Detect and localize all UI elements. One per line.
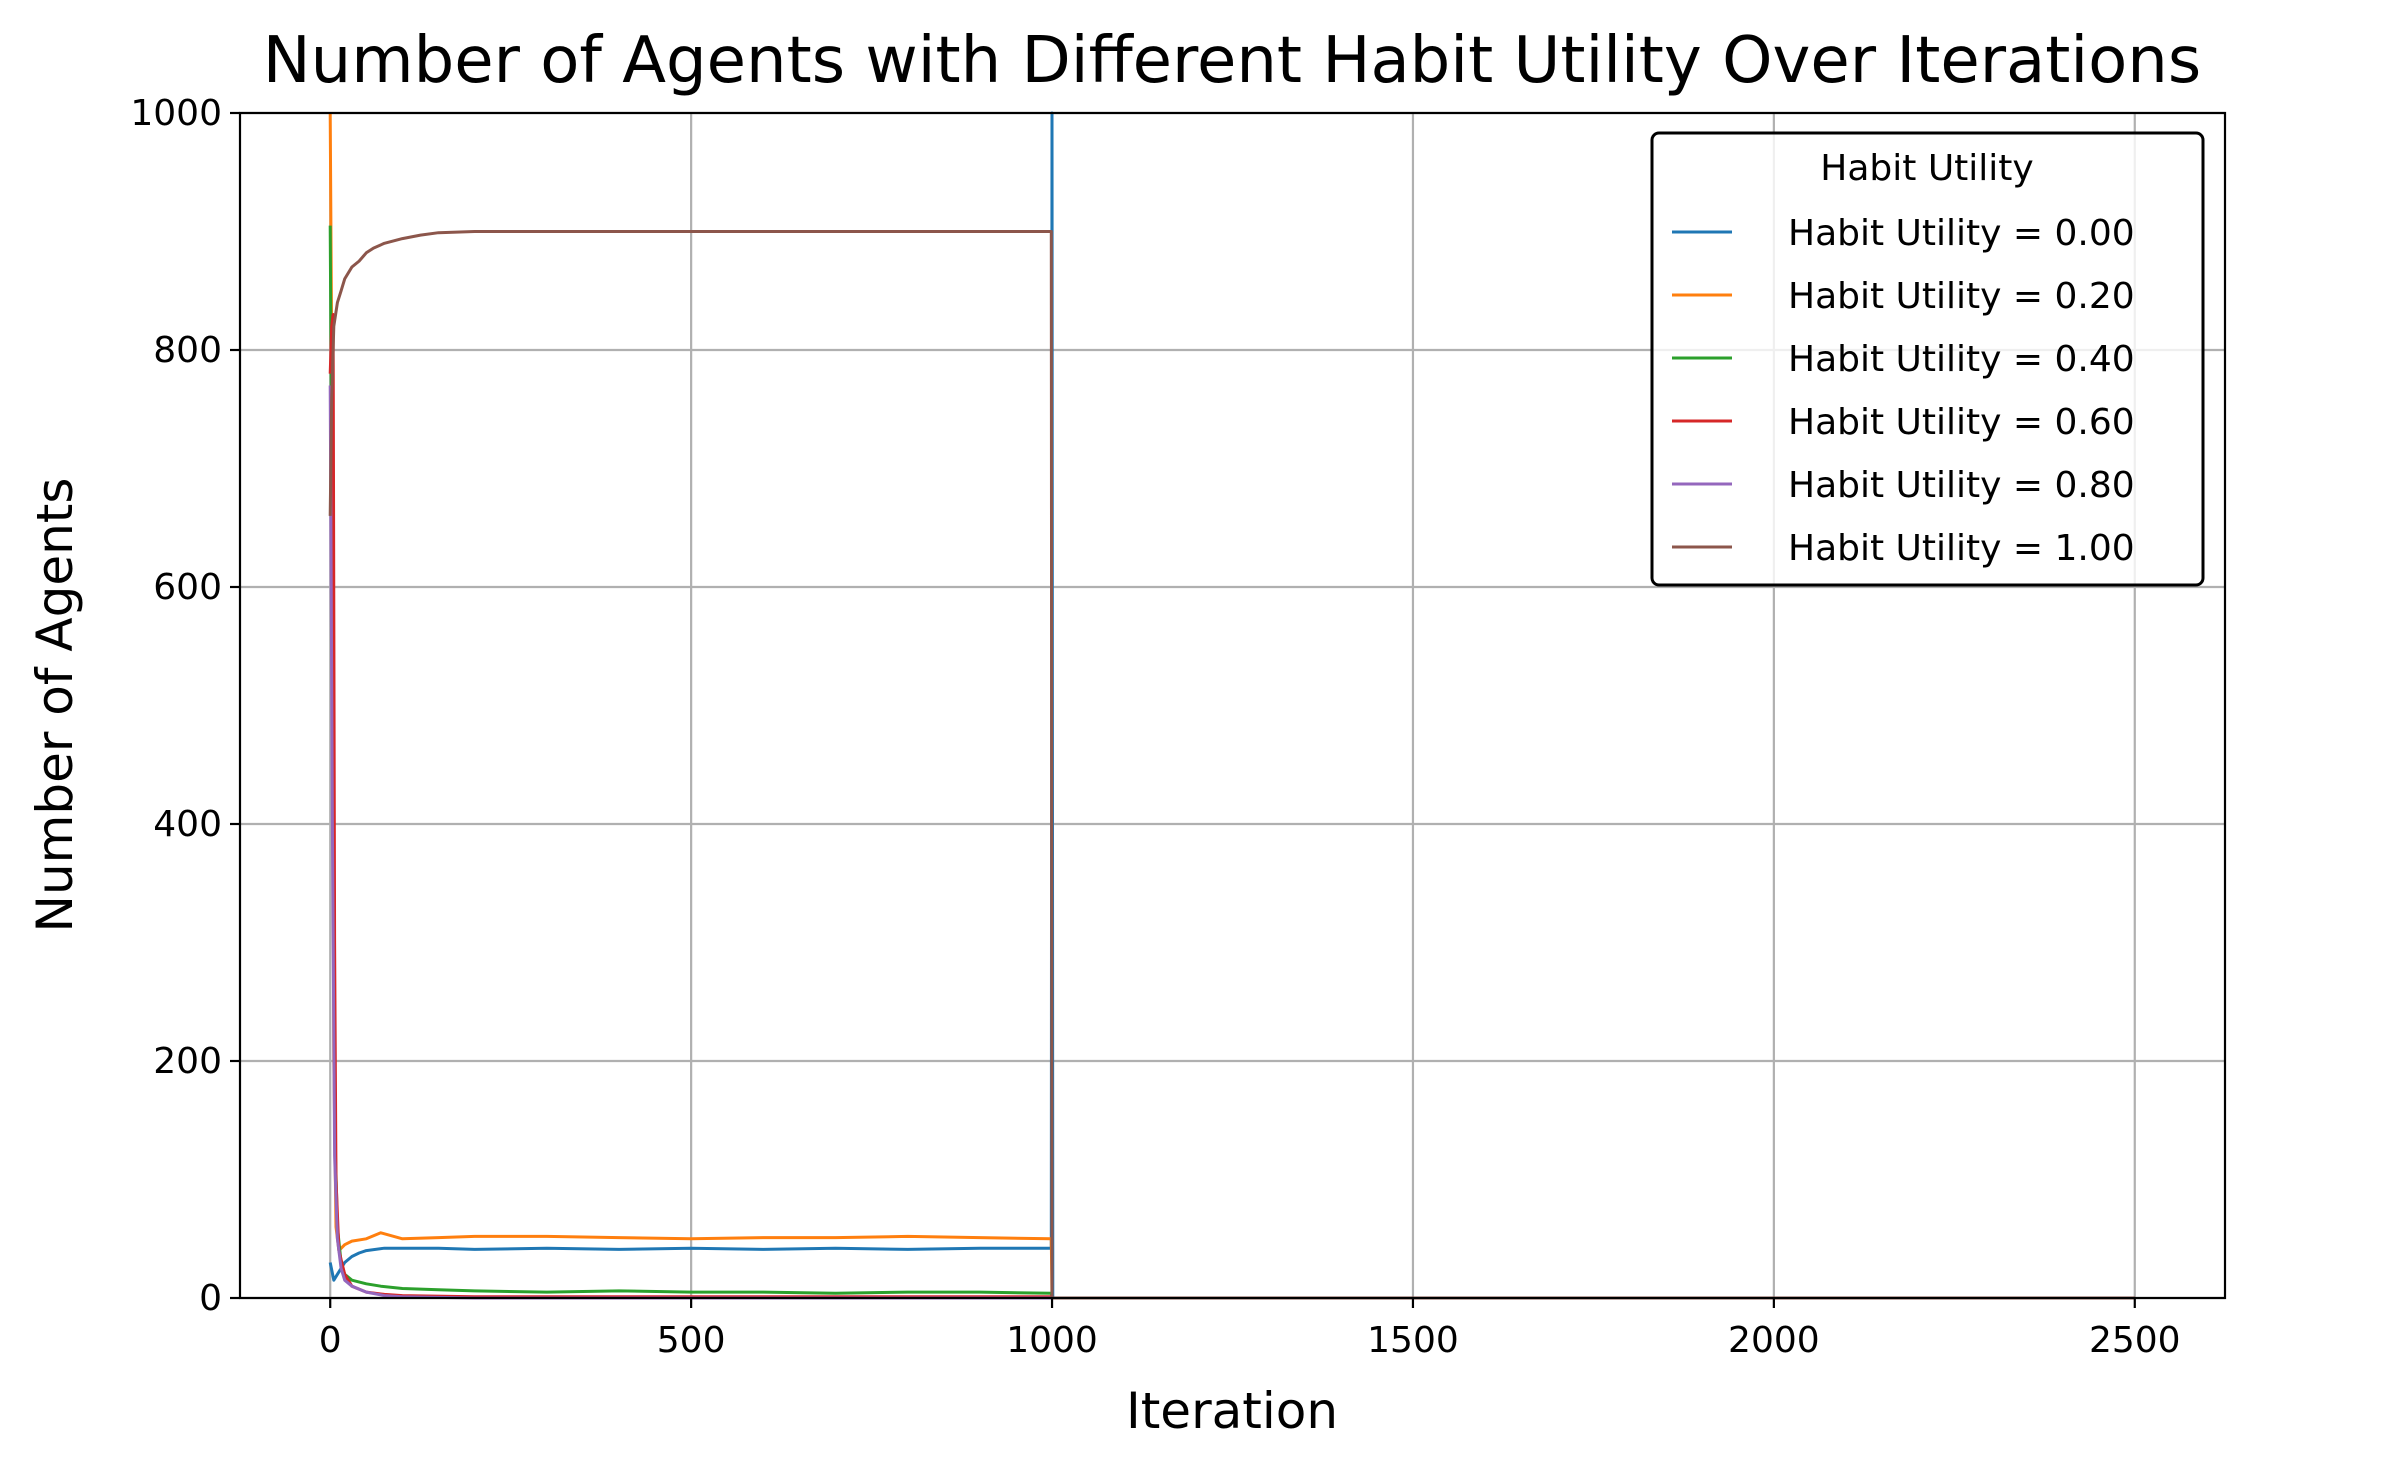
chart-title: Number of Agents with Different Habit Ut… [263,24,2201,98]
y-tick-label: 800 [153,330,222,371]
x-tick-label: 2500 [2089,1320,2181,1361]
x-tick-label: 500 [657,1320,726,1361]
x-tick-label: 0 [319,1320,342,1361]
legend-entries: Habit Utility = 0.00 Habit Utility = 0.20… [1672,213,2135,569]
legend: Habit Utility Habit Utility = 0.00Habit … [1650,131,2205,587]
legend-label-1: Habit Utility = 0.20 [1788,276,2135,317]
legend-label-2: Habit Utility = 0.40 [1788,339,2135,380]
legend-label-4: Habit Utility = 0.80 [1788,465,2135,506]
series-lines [328,111,2135,1300]
legend-label-3: Habit Utility = 0.60 [1788,402,2135,443]
series-line-5 [328,230,2135,1300]
series-line-0 [328,111,2135,1300]
y-tick-label: 1000 [130,93,222,134]
legend-title: Habit Utility [1820,148,2033,189]
x-tick-label: 1500 [1367,1320,1459,1361]
legend-label-5: Habit Utility = 1.00 [1788,528,2135,569]
y-tick-label: 200 [153,1041,222,1082]
plot-frame [238,111,2227,1300]
legend-label-0: Habit Utility = 0.00 [1788,213,2135,254]
axis-ticks: 0 500 1000 1500 2000 2500 0 200 400 600 800 1000 [130,93,2180,1361]
x-axis-label: Iteration [1126,1382,1338,1440]
y-tick-label: 0 [199,1278,222,1319]
y-axis-label: Number of Agents [26,478,84,933]
x-tick-label: 2000 [1728,1320,1820,1361]
legend-box [1650,131,2205,587]
y-tick-label: 600 [153,567,222,608]
y-tick-label: 400 [153,804,222,845]
x-tick-label: 1000 [1006,1320,1098,1361]
